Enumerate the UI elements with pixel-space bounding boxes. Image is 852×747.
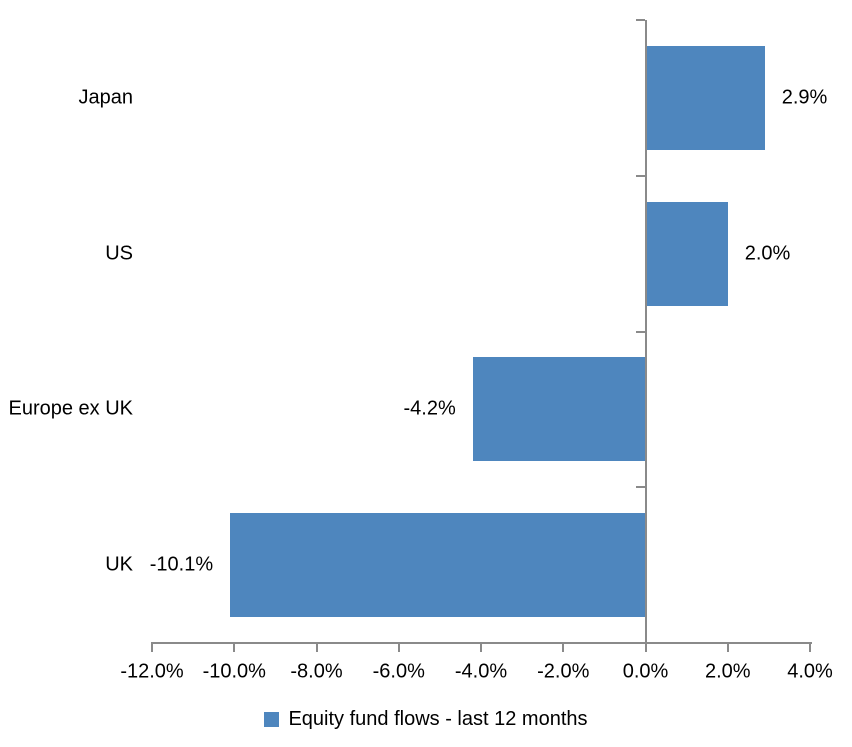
- x-axis-tick: [233, 642, 236, 652]
- value-axis-line: [644, 20, 647, 643]
- x-axis-tick-label: -10.0%: [202, 660, 266, 683]
- legend: Equity fund flows - last 12 months: [0, 708, 852, 731]
- x-axis-tick-label: -6.0%: [372, 660, 425, 683]
- bar-europe-ex-uk: [472, 357, 646, 462]
- x-axis-tick: [562, 642, 565, 652]
- bar-value-label: 2.9%: [781, 86, 828, 109]
- x-axis-tick: [151, 642, 153, 652]
- x-axis-tick: [644, 642, 647, 652]
- x-axis-line: [152, 642, 812, 644]
- x-axis-tick-label: -8.0%: [290, 660, 343, 683]
- x-axis-tick-label: -2.0%: [537, 660, 590, 683]
- category-axis-tick: [635, 330, 645, 333]
- category-label-japan: Japan: [78, 86, 134, 109]
- legend-label: Equity fund flows - last 12 months: [288, 708, 588, 730]
- x-axis-tick-label: 0.0%: [622, 660, 669, 683]
- bar-uk: [230, 513, 646, 618]
- category-label-europe-ex-uk: Europe ex UK: [8, 397, 133, 420]
- category-label-uk: UK: [105, 553, 133, 576]
- x-axis-tick: [809, 642, 811, 652]
- bar-value-label: -10.1%: [149, 553, 214, 576]
- category-axis-tick: [635, 174, 645, 177]
- category-axis-tick: [635, 486, 645, 489]
- bar-japan: [645, 45, 765, 150]
- x-axis-tick: [726, 642, 729, 652]
- x-axis-tick: [397, 642, 400, 652]
- x-axis-tick-label: 2.0%: [704, 660, 751, 683]
- x-axis-tick-label: -4.0%: [454, 660, 508, 683]
- bar-value-label: -4.2%: [403, 397, 456, 420]
- category-axis-tick: [635, 19, 645, 21]
- x-axis-tick-label: -12.0%: [120, 660, 184, 683]
- x-axis-tick: [480, 642, 482, 652]
- x-axis-tick: [315, 642, 318, 652]
- legend-swatch-icon: [264, 712, 280, 727]
- bar-us: [645, 201, 728, 306]
- bar-value-label: 2.0%: [744, 242, 791, 265]
- x-axis-tick-label: 4.0%: [787, 660, 833, 683]
- category-label-us: US: [105, 242, 133, 265]
